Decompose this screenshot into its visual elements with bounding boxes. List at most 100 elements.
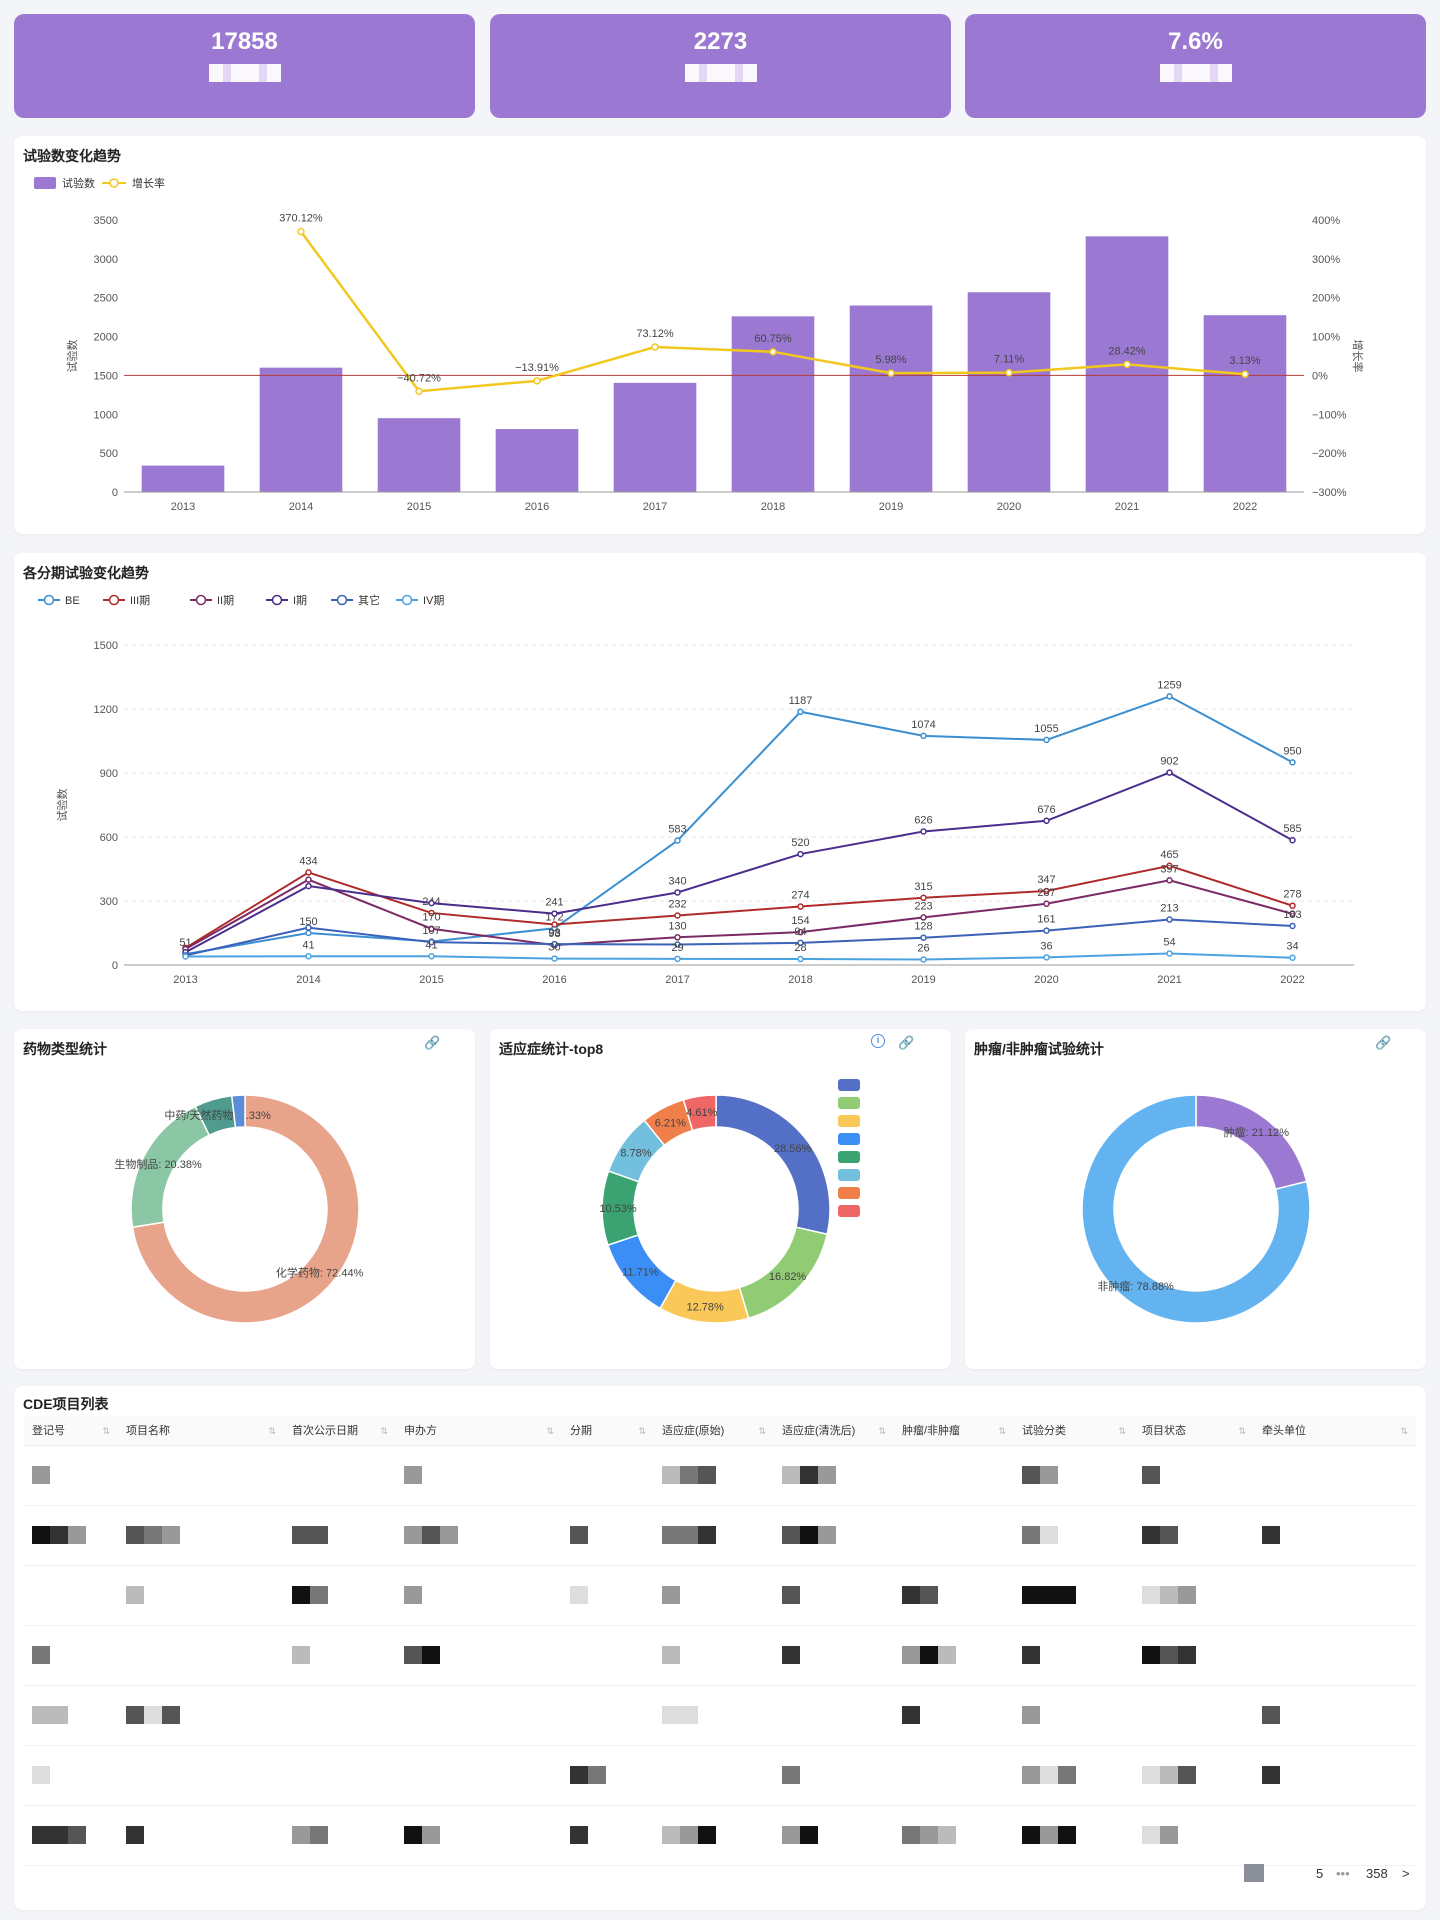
pagination-ellipsis[interactable]: ••• bbox=[1336, 1866, 1350, 1881]
data-label: 585 bbox=[1283, 823, 1301, 835]
column-header[interactable]: 适应症(原始) ⇅ bbox=[654, 1416, 774, 1446]
redacted-cell-block bbox=[782, 1466, 800, 1484]
x-tick-label: 2022 bbox=[1233, 501, 1257, 513]
slice-label: 16.82% bbox=[769, 1271, 807, 1283]
data-label: 170 bbox=[422, 912, 440, 924]
legend-swatch bbox=[838, 1097, 860, 1109]
data-label: 172 bbox=[545, 911, 563, 923]
redacted-cell-block bbox=[1142, 1526, 1160, 1544]
link-icon[interactable]: 🔗 bbox=[1375, 1035, 1392, 1050]
redacted-cell-block bbox=[938, 1646, 956, 1664]
kpi-card-growth: 7.6% bbox=[965, 14, 1426, 118]
column-header[interactable]: 首次公示日期 ⇅ bbox=[284, 1416, 396, 1446]
sort-icon[interactable]: ⇅ bbox=[102, 1426, 110, 1436]
y-tick-label: 3500 bbox=[94, 215, 118, 227]
sort-icon[interactable]: ⇅ bbox=[758, 1426, 766, 1436]
column-header[interactable]: 项目状态 ⇅ bbox=[1134, 1416, 1254, 1446]
series-point bbox=[674, 912, 681, 919]
legend-swatch bbox=[838, 1169, 860, 1181]
redacted-cell-block bbox=[902, 1706, 920, 1724]
redacted-cell-block bbox=[698, 1466, 716, 1484]
phase-trend-card: 各分期试验变化趋势 BE III期 II期 I期 其它 IV期 0 300 600 900 1200… bbox=[14, 553, 1426, 1011]
redacted-cell-block bbox=[310, 1586, 328, 1604]
data-label: 340 bbox=[668, 875, 686, 887]
legend-label: II期 bbox=[217, 594, 234, 607]
series-line-I期 bbox=[185, 771, 1293, 954]
column-header[interactable]: 肿瘤/非肿瘤 ⇅ bbox=[894, 1416, 1014, 1446]
x-tick-label: 2014 bbox=[289, 501, 313, 513]
table-row[interactable] bbox=[24, 1806, 1416, 1866]
y-tick-label: 1200 bbox=[94, 704, 118, 716]
redacted-cell-block bbox=[162, 1706, 180, 1724]
link-icon[interactable]: 🔗 bbox=[424, 1035, 441, 1050]
series-point bbox=[428, 953, 435, 960]
redacted-cell-block bbox=[1058, 1586, 1076, 1604]
column-header[interactable]: 牵头单位 ⇅ bbox=[1254, 1416, 1416, 1446]
indication-card: 适应症统计-top8 i 🔗 28.56% 16.82% 12.78% 11.71% 1… bbox=[490, 1029, 951, 1369]
data-label: 28.42% bbox=[1108, 345, 1146, 357]
column-header[interactable]: 项目名称 ⇅ bbox=[118, 1416, 284, 1446]
legend-label: 试验数 bbox=[62, 176, 95, 190]
pagination-last-page[interactable]: 358 bbox=[1366, 1866, 1388, 1881]
table-row[interactable] bbox=[24, 1566, 1416, 1626]
redacted-cell-block bbox=[1142, 1826, 1160, 1844]
y-tick-label: 1000 bbox=[94, 409, 118, 421]
data-label: 26 bbox=[917, 942, 929, 954]
table-row[interactable] bbox=[24, 1506, 1416, 1566]
legend-label: IV期 bbox=[423, 594, 444, 607]
sort-icon[interactable]: ⇅ bbox=[380, 1426, 388, 1436]
sort-icon[interactable]: ⇅ bbox=[1400, 1426, 1408, 1436]
sort-icon[interactable]: ⇅ bbox=[998, 1426, 1006, 1436]
pagination-next[interactable]: > bbox=[1402, 1866, 1410, 1881]
redacted-cell-block bbox=[404, 1466, 422, 1484]
column-header-label: 试验分类 bbox=[1022, 1425, 1066, 1437]
table-row[interactable] bbox=[24, 1686, 1416, 1746]
data-label: 1055 bbox=[1034, 723, 1058, 735]
column-header[interactable]: 分期 ⇅ bbox=[562, 1416, 654, 1446]
column-header[interactable]: 试验分类 ⇅ bbox=[1014, 1416, 1134, 1446]
legend-swatch-marker bbox=[195, 594, 207, 606]
x-tick-label: 2016 bbox=[542, 974, 566, 986]
y2-tick-label: 100% bbox=[1312, 332, 1340, 344]
redacted-cell-block bbox=[1160, 1646, 1178, 1664]
sort-icon[interactable]: ⇅ bbox=[546, 1426, 554, 1436]
trial-trend-card: 试验数变化趋势 试验数 增长率 0 500 1000 1500 2000 2500 3000 35… bbox=[14, 136, 1426, 534]
sort-icon[interactable]: ⇅ bbox=[878, 1426, 886, 1436]
sort-icon[interactable]: ⇅ bbox=[1238, 1426, 1246, 1436]
sort-icon[interactable]: ⇅ bbox=[638, 1426, 646, 1436]
legend-swatch-marker bbox=[108, 594, 120, 606]
bar bbox=[849, 305, 933, 492]
column-header[interactable]: 登记号 ⇅ bbox=[24, 1416, 118, 1446]
table-row[interactable] bbox=[24, 1446, 1416, 1506]
info-icon[interactable]: i bbox=[871, 1034, 885, 1048]
chart-title: 药物类型统计 bbox=[23, 1041, 107, 1057]
redacted-cell-block bbox=[32, 1526, 50, 1544]
column-header[interactable]: 适应症(清洗后) ⇅ bbox=[774, 1416, 894, 1446]
bar bbox=[141, 465, 225, 492]
x-tick-label: 2019 bbox=[879, 501, 903, 513]
sort-icon[interactable]: ⇅ bbox=[1118, 1426, 1126, 1436]
sort-icon[interactable]: ⇅ bbox=[268, 1426, 276, 1436]
pagination-prev-page[interactable]: 5 bbox=[1316, 1866, 1324, 1881]
redacted-cell-block bbox=[1160, 1586, 1178, 1604]
column-header-label: 适应症(清洗后) bbox=[782, 1425, 856, 1437]
redacted-cell-block bbox=[800, 1466, 818, 1484]
data-label: 397 bbox=[1160, 863, 1178, 875]
pie-slice bbox=[1081, 1094, 1311, 1324]
series-point bbox=[1166, 950, 1173, 957]
redacted-cell-block bbox=[662, 1646, 680, 1664]
y2-tick-label: −100% bbox=[1312, 409, 1347, 421]
redacted-cell-block bbox=[126, 1826, 144, 1844]
column-header[interactable]: 申办方 ⇅ bbox=[396, 1416, 562, 1446]
x-tick-label: 2015 bbox=[407, 501, 431, 513]
series-point bbox=[551, 910, 558, 917]
data-label: 29 bbox=[671, 942, 683, 954]
data-label: 7.11% bbox=[994, 354, 1025, 366]
table-row[interactable] bbox=[24, 1746, 1416, 1806]
link-icon[interactable]: 🔗 bbox=[898, 1035, 915, 1050]
redacted-cell-block bbox=[292, 1646, 310, 1664]
series-point bbox=[1043, 954, 1050, 961]
table-row[interactable] bbox=[24, 1626, 1416, 1686]
column-header-label: 适应症(原始) bbox=[662, 1425, 725, 1437]
slice-label: 12.78% bbox=[686, 1301, 724, 1313]
